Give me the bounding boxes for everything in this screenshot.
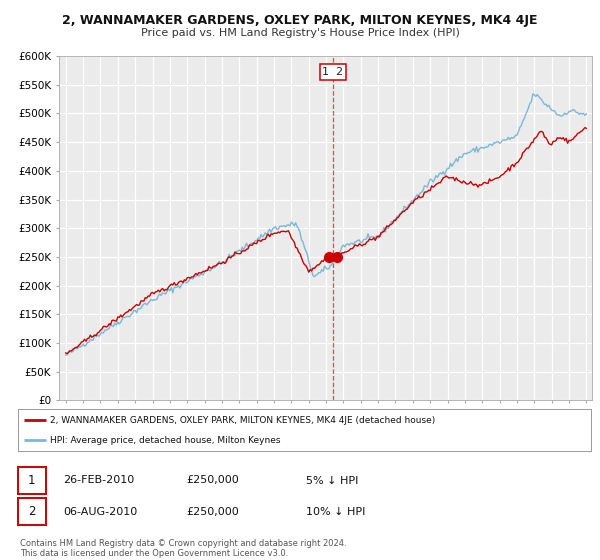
Text: 2, WANNAMAKER GARDENS, OXLEY PARK, MILTON KEYNES, MK4 4JE: 2, WANNAMAKER GARDENS, OXLEY PARK, MILTO… (62, 14, 538, 27)
Text: Price paid vs. HM Land Registry's House Price Index (HPI): Price paid vs. HM Land Registry's House … (140, 28, 460, 38)
Text: 26-FEB-2010: 26-FEB-2010 (63, 475, 134, 486)
Text: Contains HM Land Registry data © Crown copyright and database right 2024.: Contains HM Land Registry data © Crown c… (20, 539, 346, 548)
Text: 2, WANNAMAKER GARDENS, OXLEY PARK, MILTON KEYNES, MK4 4JE (detached house): 2, WANNAMAKER GARDENS, OXLEY PARK, MILTO… (50, 416, 435, 424)
Text: 5% ↓ HPI: 5% ↓ HPI (306, 475, 358, 486)
Text: £250,000: £250,000 (186, 507, 239, 517)
Text: HPI: Average price, detached house, Milton Keynes: HPI: Average price, detached house, Milt… (50, 436, 280, 445)
Text: This data is licensed under the Open Government Licence v3.0.: This data is licensed under the Open Gov… (20, 549, 288, 558)
Text: £250,000: £250,000 (186, 475, 239, 486)
Text: 2: 2 (28, 505, 35, 519)
Text: 10% ↓ HPI: 10% ↓ HPI (306, 507, 365, 517)
Text: 06-AUG-2010: 06-AUG-2010 (63, 507, 137, 517)
Text: 1  2: 1 2 (322, 67, 344, 77)
Text: 1: 1 (28, 474, 35, 487)
